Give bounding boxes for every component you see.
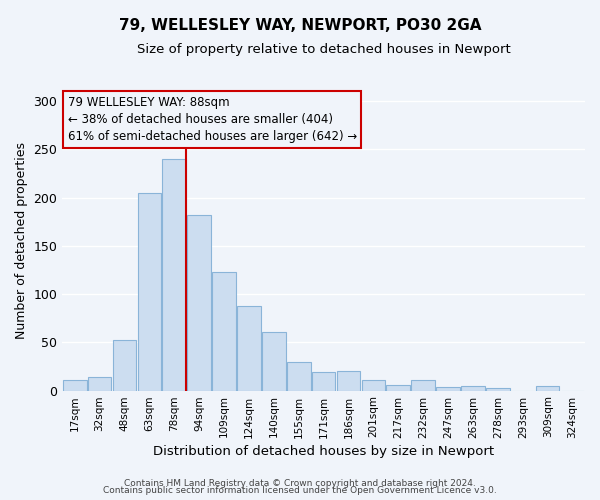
Bar [436,386,460,390]
X-axis label: Distribution of detached houses by size in Newport: Distribution of detached houses by size … [153,444,494,458]
Bar [88,377,112,390]
Bar [63,380,86,390]
Bar [386,385,410,390]
Bar [412,380,435,390]
Text: 79 WELLESLEY WAY: 88sqm
← 38% of detached houses are smaller (404)
61% of semi-d: 79 WELLESLEY WAY: 88sqm ← 38% of detache… [68,96,357,143]
Bar [113,340,136,390]
Bar [536,386,559,390]
Bar [287,362,311,390]
Title: Size of property relative to detached houses in Newport: Size of property relative to detached ho… [137,42,511,56]
Bar [137,192,161,390]
Bar [312,372,335,390]
Y-axis label: Number of detached properties: Number of detached properties [15,142,28,340]
Bar [262,332,286,390]
Bar [486,388,510,390]
Text: 79, WELLESLEY WAY, NEWPORT, PO30 2GA: 79, WELLESLEY WAY, NEWPORT, PO30 2GA [119,18,481,32]
Bar [461,386,485,390]
Bar [163,159,186,390]
Bar [187,215,211,390]
Bar [362,380,385,390]
Text: Contains public sector information licensed under the Open Government Licence v3: Contains public sector information licen… [103,486,497,495]
Bar [237,306,261,390]
Bar [212,272,236,390]
Bar [337,372,361,390]
Text: Contains HM Land Registry data © Crown copyright and database right 2024.: Contains HM Land Registry data © Crown c… [124,478,476,488]
